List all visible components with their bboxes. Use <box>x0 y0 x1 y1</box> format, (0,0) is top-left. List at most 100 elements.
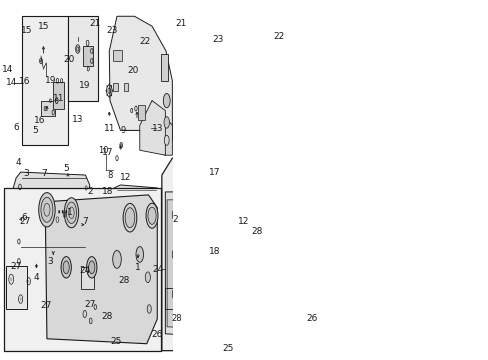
Polygon shape <box>148 100 172 155</box>
Text: 5: 5 <box>63 163 69 172</box>
Polygon shape <box>4 188 161 351</box>
Polygon shape <box>12 195 28 249</box>
Text: 14: 14 <box>2 66 14 75</box>
Bar <box>164 288 177 309</box>
Text: 18: 18 <box>102 187 113 196</box>
Text: 15: 15 <box>38 22 49 31</box>
Text: 6: 6 <box>21 213 27 222</box>
Circle shape <box>279 285 282 293</box>
Circle shape <box>66 202 77 224</box>
Circle shape <box>270 285 274 293</box>
Text: 1: 1 <box>135 263 141 272</box>
Circle shape <box>125 208 135 228</box>
Circle shape <box>86 257 97 278</box>
Text: 16: 16 <box>33 116 45 125</box>
Text: 7: 7 <box>81 217 87 226</box>
Text: 2: 2 <box>87 187 93 196</box>
Polygon shape <box>229 188 300 327</box>
Polygon shape <box>11 172 89 255</box>
Circle shape <box>276 59 279 67</box>
Circle shape <box>39 193 55 227</box>
Polygon shape <box>140 100 165 155</box>
Bar <box>6 266 27 309</box>
Text: 8: 8 <box>107 171 112 180</box>
Text: 3: 3 <box>23 169 29 178</box>
Circle shape <box>216 211 219 218</box>
Bar <box>305 263 311 268</box>
Text: 19: 19 <box>79 81 90 90</box>
Text: 28: 28 <box>102 312 113 321</box>
Bar <box>22 16 68 145</box>
Circle shape <box>286 201 290 208</box>
Text: 6: 6 <box>14 123 20 132</box>
Circle shape <box>163 94 170 108</box>
Circle shape <box>28 280 29 283</box>
Polygon shape <box>109 16 172 155</box>
Circle shape <box>20 297 21 301</box>
Text: 25: 25 <box>222 344 234 353</box>
Bar <box>68 16 98 100</box>
Circle shape <box>106 94 107 96</box>
Circle shape <box>209 290 213 298</box>
Text: 5: 5 <box>32 126 38 135</box>
Circle shape <box>244 243 248 252</box>
Circle shape <box>233 284 238 294</box>
Bar <box>210 230 219 245</box>
Polygon shape <box>165 192 227 337</box>
Text: 23: 23 <box>106 26 118 35</box>
Text: 12: 12 <box>238 217 249 226</box>
Circle shape <box>10 277 12 282</box>
Circle shape <box>216 291 219 298</box>
Circle shape <box>64 198 79 228</box>
Circle shape <box>111 85 112 87</box>
Circle shape <box>233 200 238 210</box>
Text: 17: 17 <box>208 167 220 176</box>
Text: 15: 15 <box>21 26 32 35</box>
Bar <box>125 59 147 130</box>
Text: 10: 10 <box>98 146 108 155</box>
Text: 26: 26 <box>151 330 163 339</box>
Circle shape <box>254 200 258 210</box>
Polygon shape <box>45 195 157 344</box>
Text: 26: 26 <box>306 314 318 323</box>
Circle shape <box>61 257 71 278</box>
Bar <box>225 159 232 176</box>
Circle shape <box>174 193 177 199</box>
Circle shape <box>279 244 282 251</box>
Bar <box>41 101 55 116</box>
Circle shape <box>61 210 63 213</box>
Bar <box>53 82 64 109</box>
Text: 21: 21 <box>89 19 101 28</box>
Bar <box>197 162 234 264</box>
Text: 21: 21 <box>175 19 186 28</box>
Text: 22: 22 <box>273 32 284 41</box>
Circle shape <box>254 243 258 252</box>
Text: 12: 12 <box>120 173 132 182</box>
Circle shape <box>270 243 274 252</box>
Circle shape <box>233 243 238 252</box>
Text: 9: 9 <box>121 126 126 135</box>
Circle shape <box>184 249 189 260</box>
Text: 23: 23 <box>212 35 223 44</box>
Circle shape <box>216 251 219 258</box>
Circle shape <box>191 30 195 37</box>
Text: 25: 25 <box>110 337 121 346</box>
Text: 28: 28 <box>251 227 262 236</box>
Polygon shape <box>228 180 302 334</box>
Circle shape <box>108 96 110 98</box>
Circle shape <box>88 261 95 274</box>
Text: 14: 14 <box>6 78 18 87</box>
Text: 24: 24 <box>79 266 90 275</box>
Text: 3: 3 <box>47 257 53 266</box>
Bar <box>83 46 93 66</box>
Text: 27: 27 <box>84 300 96 309</box>
Circle shape <box>105 90 106 92</box>
Text: 1: 1 <box>66 208 72 217</box>
Circle shape <box>164 135 169 145</box>
Bar <box>113 50 122 61</box>
Bar <box>81 267 93 289</box>
Text: 11: 11 <box>103 124 115 133</box>
Text: 20: 20 <box>63 55 75 64</box>
Circle shape <box>244 200 248 210</box>
Circle shape <box>195 289 200 300</box>
